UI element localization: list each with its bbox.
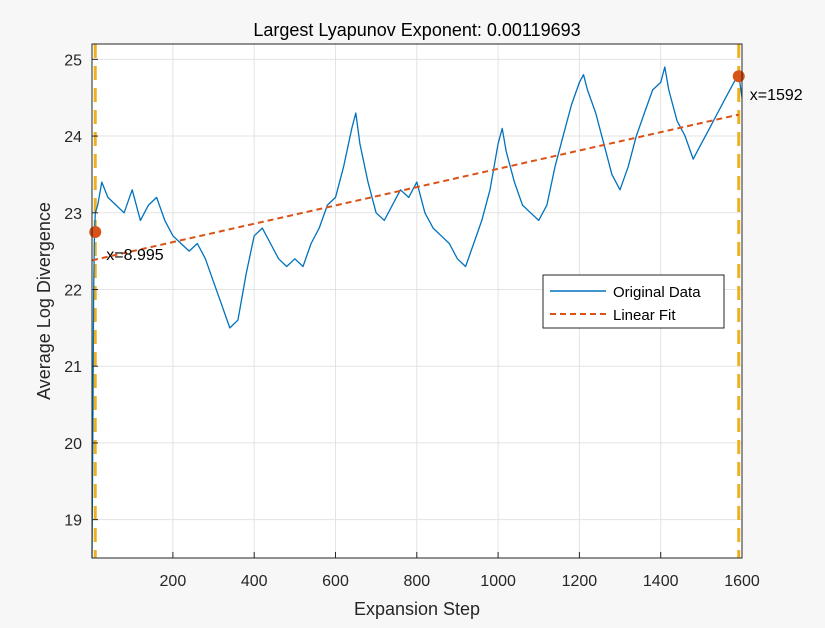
series-line-linear-fit [91, 113, 739, 262]
y-tick-labels: 19 20 21 22 23 24 25 [64, 52, 98, 530]
series-line-original-data [91, 66, 743, 559]
y-tick-label: 22 [64, 282, 82, 299]
x-tick-labels: 200 400 600 800 1000 1200 1400 1600 [160, 552, 760, 590]
y-tick-label: 24 [64, 129, 82, 146]
x-tick-label: 800 [403, 573, 430, 590]
y-tick-label: 25 [64, 52, 82, 69]
x-axis-label: Expansion Step [354, 599, 480, 619]
y-axis-label: Average Log Divergence [34, 202, 54, 400]
x-tick-label: 600 [322, 573, 349, 590]
legend-label-original-data: Original Data [613, 284, 701, 301]
x-tick-label: 400 [241, 573, 268, 590]
vertical-marker-lines [93, 44, 741, 558]
y-tick-label: 20 [64, 436, 82, 453]
legend: Original Data Linear Fit [542, 274, 725, 329]
x-tick-label: 1400 [643, 573, 679, 590]
y-tick-label: 21 [64, 359, 82, 376]
marker-point [89, 225, 102, 238]
x-tick-label: 1600 [724, 573, 760, 590]
y-tick-label: 23 [64, 206, 82, 223]
x-tick-label: 1200 [562, 573, 598, 590]
legend-label-linear-fit: Linear Fit [613, 307, 676, 324]
chart-title: Largest Lyapunov Exponent: 0.00119693 [253, 20, 580, 40]
marker-label: x=1592 [750, 87, 803, 104]
y-tick-label: 19 [64, 513, 82, 530]
marker-label: x=8.995 [106, 247, 163, 264]
marker-point [732, 70, 745, 83]
x-tick-label: 1000 [480, 573, 516, 590]
x-tick-label: 200 [160, 573, 187, 590]
legend-box [542, 274, 725, 329]
series-group [91, 66, 743, 559]
